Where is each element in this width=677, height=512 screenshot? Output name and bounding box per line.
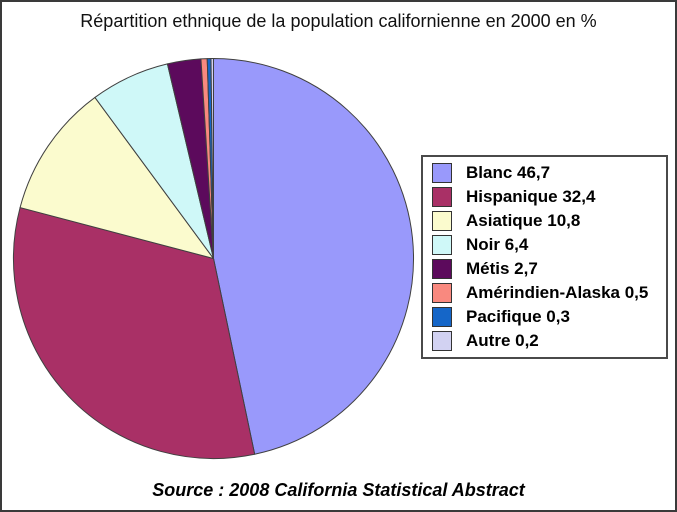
legend: Blanc 46,7 Hispanique 32,4 Asiatique 10,8 N… — [421, 155, 668, 359]
legend-swatch-hispanique — [432, 187, 452, 207]
legend-item-metis: Métis 2,7 — [432, 258, 662, 281]
legend-swatch-asiatique — [432, 211, 452, 231]
legend-swatch-pacifique — [432, 307, 452, 327]
legend-label-noir: Noir 6,4 — [466, 235, 529, 254]
legend-label-asiatique: Asiatique 10,8 — [466, 211, 581, 230]
legend-item-noir: Noir 6,4 — [432, 234, 662, 257]
legend-label-metis: Métis 2,7 — [466, 259, 538, 278]
legend-label-autre: Autre 0,2 — [466, 331, 539, 350]
pie-slice-autre — [210, 58, 214, 259]
legend-swatch-amerindien-alaska — [432, 283, 452, 303]
legend-item-blanc: Blanc 46,7 — [432, 162, 662, 185]
pie-slice-hispanique — [13, 207, 256, 459]
legend-swatch-metis — [432, 259, 452, 279]
pie-slice-asiatique — [19, 96, 214, 259]
legend-label-amerindien-alaska: Amérindien-Alaska 0,5 — [466, 283, 649, 302]
legend-item-hispanique: Hispanique 32,4 — [432, 186, 662, 209]
source-note: Source : 2008 California Statistical Abs… — [152, 480, 525, 500]
legend-swatch-autre — [432, 331, 452, 351]
chart-title: Répartition ethnique de la population ca… — [80, 11, 597, 31]
legend-item-autre: Autre 0,2 — [432, 330, 662, 353]
legend-item-asiatique: Asiatique 10,8 — [432, 210, 662, 233]
legend-label-hispanique: Hispanique 32,4 — [466, 187, 596, 206]
legend-item-pacifique: Pacifique 0,3 — [432, 306, 662, 329]
legend-item-amerindien-alaska: Amérindien-Alaska 0,5 — [432, 282, 662, 305]
legend-label-pacifique: Pacifique 0,3 — [466, 307, 570, 326]
legend-label-blanc: Blanc 46,7 — [466, 163, 551, 182]
legend-swatch-blanc — [432, 163, 452, 183]
pie-slice-blanc — [213, 58, 414, 455]
legend-swatch-noir — [432, 235, 452, 255]
